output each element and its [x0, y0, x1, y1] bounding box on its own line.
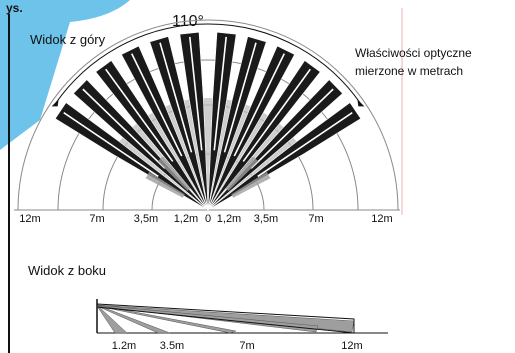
- detection-beam-9: [207, 45, 295, 211]
- short-range-zone-1: [145, 171, 185, 198]
- detection-beam-highlight-6: [189, 36, 203, 151]
- detection-beam-highlight-10: [242, 68, 311, 162]
- side-distance-label-2: 3.5m: [160, 340, 184, 352]
- detection-beam-highlight-2: [82, 88, 166, 169]
- detection-beam-5: [149, 36, 209, 211]
- detection-beam-1: [54, 102, 209, 211]
- detection-beam-highlight-5: [159, 42, 193, 153]
- detection-beam-6: [179, 31, 209, 211]
- side-distance-label-3: 7m: [239, 340, 254, 352]
- detection-beam-7: [207, 31, 237, 211]
- distance-guide-arcs: [14, 19, 400, 211]
- detection-beam-10: [207, 60, 321, 211]
- side-view: 1.2m 3.5m 7m 12m: [96, 299, 388, 352]
- corner-accent-shape: [0, 0, 130, 150]
- side-distance-label-4: 12m: [341, 340, 362, 352]
- scale-label-5: 0: [205, 213, 211, 225]
- detection-beam-highlight-9: [233, 53, 285, 157]
- side-view-title: Widok z boku: [28, 263, 106, 278]
- angle-arrow-right: [357, 99, 365, 107]
- detection-beam-highlight-8: [223, 42, 257, 153]
- top-view-scale: 12m 7m 3,5m 1,2m 0 1,2m 3,5m 7m 12m: [19, 213, 392, 225]
- corner-text: ys.: [6, 1, 23, 15]
- scale-label-6: 1,2m: [217, 213, 241, 225]
- detection-zones: [54, 31, 362, 211]
- angle-arc: [55, 23, 361, 104]
- angle-indicator: [51, 23, 365, 107]
- optical-note-line-1: Właściwości optyczne: [355, 46, 472, 60]
- angle-arrow-left: [51, 99, 59, 107]
- top-view-title: Widok z góry: [30, 32, 106, 47]
- short-range-zone-4: [231, 171, 271, 198]
- scale-label-3: 3,5m: [134, 213, 158, 225]
- guide-arc-7m: [57, 59, 359, 211]
- detection-beam-highlight-3: [105, 68, 174, 162]
- side-distance-label-1: 1.2m: [112, 340, 136, 352]
- guide-arc-12m: [17, 19, 399, 211]
- short-range-zone-2: [157, 156, 191, 191]
- scale-label-4: 1,2m: [174, 213, 198, 225]
- short-range-zone-3: [225, 156, 259, 191]
- scale-label-9: 12m: [371, 213, 392, 225]
- detection-beam-highlight-7: [213, 36, 227, 151]
- detection-beam-highlight-1: [63, 112, 159, 178]
- detection-beam-12: [207, 102, 362, 211]
- scale-label-8: 7m: [308, 213, 323, 225]
- scale-label-7: 3,5m: [254, 213, 278, 225]
- side-view-envelope: [96, 303, 355, 334]
- detection-beam-highlight-12: [257, 112, 353, 178]
- detection-beam-highlight-4: [131, 53, 183, 157]
- detection-beam-8: [207, 36, 267, 211]
- scale-label-1: 12m: [19, 213, 40, 225]
- detection-beam-3: [95, 60, 209, 211]
- scale-label-2: 7m: [89, 213, 104, 225]
- optical-note-line-2: mierzone w metrach: [355, 64, 463, 78]
- detection-beam-4: [121, 45, 209, 211]
- detection-beam-highlight-11: [250, 88, 334, 169]
